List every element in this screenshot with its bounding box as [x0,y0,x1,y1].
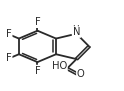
Text: F: F [35,66,40,76]
Text: F: F [6,29,12,39]
Text: O: O [77,69,85,79]
Text: F: F [6,54,12,64]
Text: H: H [72,25,78,34]
Text: F: F [35,17,40,27]
Text: N: N [73,27,80,37]
Text: HO: HO [52,61,67,71]
